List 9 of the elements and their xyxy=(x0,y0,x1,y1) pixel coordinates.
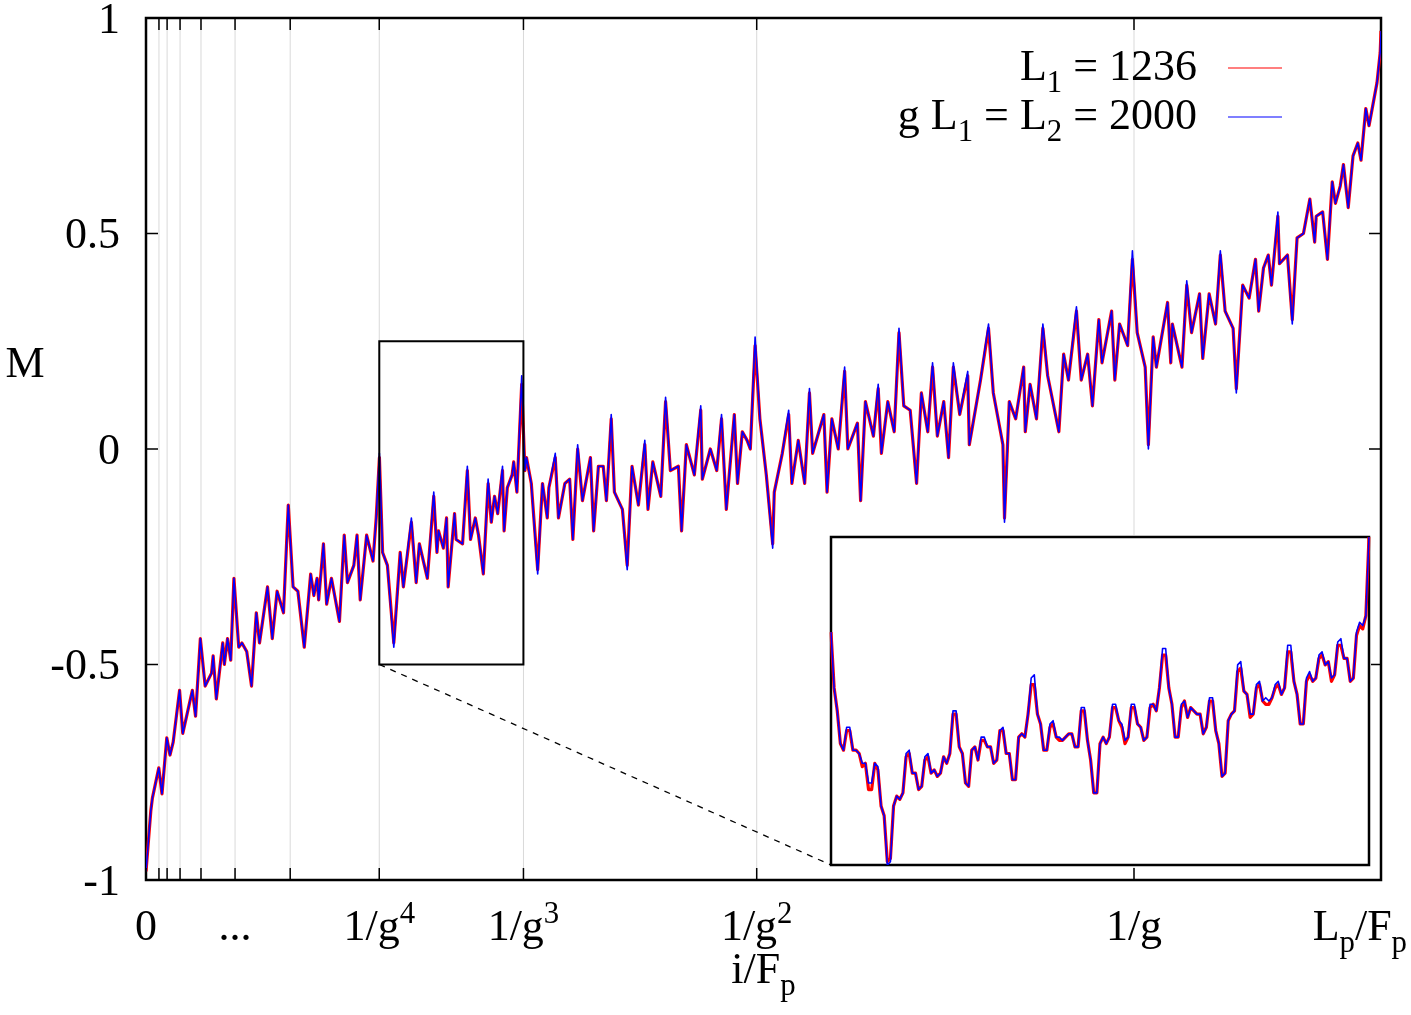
x-tick-label: 0 xyxy=(135,901,157,950)
y-tick-label: 0 xyxy=(98,424,120,474)
y-tick-label: -0.5 xyxy=(50,640,120,690)
y-tick-label: 0.5 xyxy=(65,209,120,259)
x-tick-label: 1/g xyxy=(1105,901,1163,950)
y-tick-label: -1 xyxy=(83,855,120,905)
y-tick-label: 1 xyxy=(98,0,120,43)
y-axis-title: M xyxy=(5,338,45,388)
x-tick-label: ... xyxy=(218,901,252,950)
